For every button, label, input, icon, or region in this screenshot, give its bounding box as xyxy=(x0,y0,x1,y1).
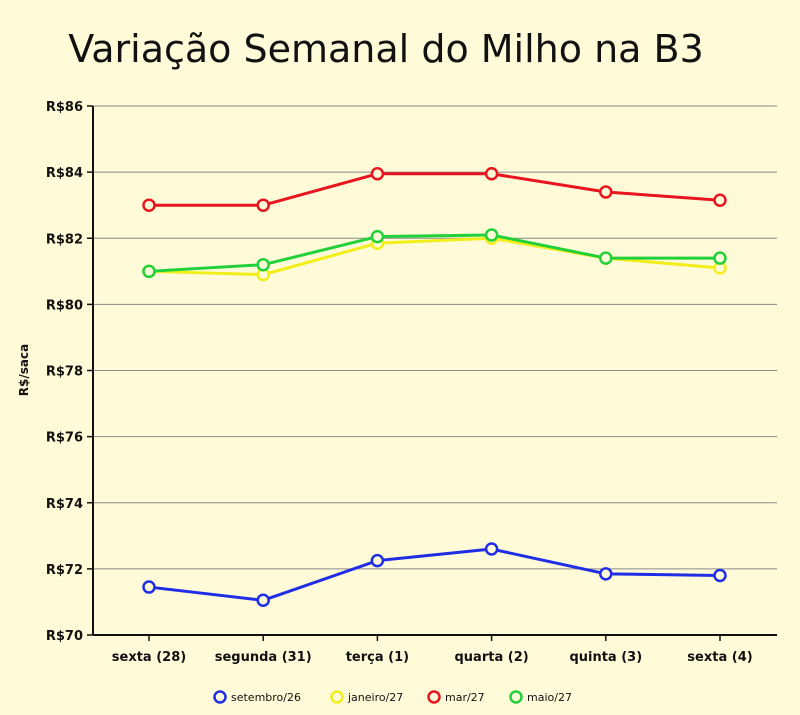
y-tick-label: R$74 xyxy=(46,497,83,512)
legend-marker xyxy=(330,690,344,704)
y-tick-label: R$80 xyxy=(46,298,83,313)
legend: setembro/26 janeiro/27 mar/27 maio/27 xyxy=(213,690,572,704)
data-point xyxy=(142,198,156,212)
series-group xyxy=(142,167,727,608)
legend-item: mar/27 xyxy=(427,690,485,704)
data-point xyxy=(599,185,613,199)
y-tick-label: R$72 xyxy=(46,563,83,578)
data-point xyxy=(256,257,270,272)
x-tick-label: quarta (2) xyxy=(455,650,529,665)
data-point xyxy=(370,553,385,568)
x-tick-label: quinta (3) xyxy=(569,650,642,665)
data-point xyxy=(599,567,613,581)
series-janeiro-27 xyxy=(142,231,727,282)
data-point xyxy=(370,167,385,181)
data-point xyxy=(713,251,727,265)
data-point xyxy=(142,264,156,279)
y-axis-label: R$/saca xyxy=(17,344,31,396)
x-axis-ticks: sexta (28) segunda (31) terça (1) quarta (2… xyxy=(112,635,753,665)
legend-label: setembro/26 xyxy=(231,691,301,704)
data-point xyxy=(370,229,385,244)
x-tick-label: terça (1) xyxy=(346,650,409,665)
legend-item: setembro/26 xyxy=(213,690,301,704)
y-tick-label: R$78 xyxy=(46,365,83,380)
grid-lines xyxy=(93,105,777,570)
series-mar-27 xyxy=(142,167,727,212)
data-point xyxy=(256,198,270,212)
legend-label: mar/27 xyxy=(445,691,485,704)
data-point xyxy=(142,580,156,594)
legend-label: janeiro/27 xyxy=(347,691,403,704)
series-line xyxy=(148,547,721,602)
y-tick-label: R$84 xyxy=(46,166,83,181)
series-line xyxy=(149,172,721,207)
series-line xyxy=(148,233,720,273)
y-tick-label: R$70 xyxy=(46,629,83,644)
legend-marker xyxy=(213,690,227,704)
x-tick-label: sexta (4) xyxy=(687,650,752,665)
series-maio-27 xyxy=(142,228,727,279)
legend-marker xyxy=(509,690,523,704)
data-point xyxy=(484,228,499,242)
y-tick-label: R$76 xyxy=(46,431,83,446)
x-tick-label: sexta (28) xyxy=(112,650,186,665)
data-point xyxy=(713,568,727,583)
data-point xyxy=(599,251,613,265)
data-point xyxy=(484,542,499,556)
x-tick-label: segunda (31) xyxy=(215,650,312,665)
legend-marker xyxy=(427,690,441,704)
y-axis-ticks: R$70 R$72 R$74 R$76 R$78 R$80 R$82 R$84 R$86 xyxy=(46,100,93,644)
data-point xyxy=(484,167,499,181)
y-tick-label: R$82 xyxy=(46,232,83,247)
series-setembro-26 xyxy=(142,542,727,608)
y-tick-label: R$86 xyxy=(46,100,83,115)
series-line xyxy=(148,236,721,277)
legend-item: maio/27 xyxy=(509,690,572,704)
legend-label: maio/27 xyxy=(527,691,572,704)
data-point xyxy=(256,593,270,608)
data-point xyxy=(713,193,727,207)
chart-title: Variação Semanal do Milho na B3 xyxy=(68,27,704,71)
legend-item: janeiro/27 xyxy=(330,690,403,704)
